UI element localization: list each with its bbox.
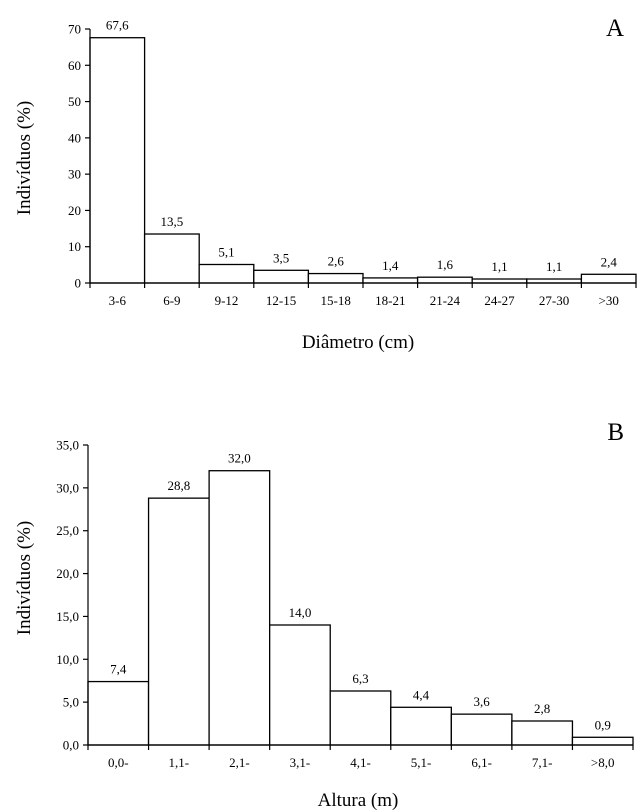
y-tick-label: 35,0 bbox=[56, 438, 79, 453]
data-label: 6,3 bbox=[352, 671, 368, 686]
data-label: 1,1 bbox=[491, 259, 507, 274]
x-tick-label: 18-21 bbox=[375, 293, 405, 308]
x-tick-label: 3,1- bbox=[290, 755, 311, 770]
data-label: 5,1 bbox=[218, 244, 234, 259]
data-label: 3,5 bbox=[273, 250, 289, 265]
bar bbox=[416, 276, 473, 284]
data-label: 1,6 bbox=[437, 257, 454, 272]
data-label: 2,8 bbox=[534, 701, 550, 716]
bar bbox=[253, 269, 310, 284]
y-tick-label: 30 bbox=[68, 167, 81, 182]
x-tick-label: >8,0 bbox=[591, 755, 615, 770]
x-tick-label: 27-30 bbox=[539, 293, 569, 308]
x-tick-label: 4,1- bbox=[350, 755, 371, 770]
y-tick-label: 30,0 bbox=[56, 480, 79, 495]
bar bbox=[571, 736, 634, 746]
y-tick-label: 20 bbox=[68, 203, 81, 218]
data-label: 2,4 bbox=[601, 254, 618, 269]
x-tick-label: 2,1- bbox=[229, 755, 250, 770]
data-label: 28,8 bbox=[167, 478, 190, 493]
bar bbox=[307, 272, 364, 284]
y-tick-label: 10,0 bbox=[56, 652, 79, 667]
y-tick-label: 60 bbox=[68, 58, 81, 73]
bar bbox=[208, 470, 271, 746]
bar bbox=[87, 680, 150, 746]
x-tick-label: 21-24 bbox=[430, 293, 461, 308]
bar bbox=[511, 720, 574, 746]
y-axis-title-a: Indivíduos (%) bbox=[14, 101, 35, 216]
x-tick-label: 15-18 bbox=[321, 293, 351, 308]
x-tick-label: 1,1- bbox=[169, 755, 190, 770]
x-tick-label: >30 bbox=[599, 293, 619, 308]
x-tick-label: 6-9 bbox=[163, 293, 180, 308]
chart-panel-a: A Indivíduos (%) Diâmetro (cm) 0 10 20 30 40… bbox=[14, 15, 637, 353]
data-label: 0,9 bbox=[595, 717, 611, 732]
data-label: 14,0 bbox=[289, 605, 312, 620]
x-tick-label: 5,1- bbox=[411, 755, 432, 770]
y-tick-label: 40 bbox=[68, 130, 81, 145]
panel-label-a: A bbox=[606, 15, 624, 42]
bar bbox=[580, 273, 637, 284]
x-tick-label: 6,1- bbox=[471, 755, 492, 770]
bar bbox=[269, 624, 331, 746]
x-tick-label: 24-27 bbox=[484, 293, 515, 308]
x-tick-label: 0,0- bbox=[108, 755, 129, 770]
y-tick-label: 20,0 bbox=[56, 566, 79, 581]
x-tick-label: 9-12 bbox=[215, 293, 239, 308]
x-tick-label: 7,1- bbox=[532, 755, 553, 770]
y-tick-label: 15,0 bbox=[56, 609, 79, 624]
data-label: 7,4 bbox=[110, 662, 127, 677]
y-tick-label: 0 bbox=[75, 276, 82, 291]
bar bbox=[329, 690, 392, 746]
bar bbox=[390, 706, 452, 746]
data-label: 4,4 bbox=[413, 687, 430, 702]
bar bbox=[89, 37, 146, 284]
y-tick-label: 50 bbox=[68, 94, 81, 109]
y-tick-label: 25,0 bbox=[56, 523, 79, 538]
y-tick-label: 10 bbox=[68, 239, 81, 254]
data-label: 2,6 bbox=[328, 254, 345, 269]
bar bbox=[143, 233, 200, 284]
y-axis-title-b: Indivíduos (%) bbox=[14, 521, 35, 636]
y-tick-label: 0,0 bbox=[63, 738, 79, 753]
y-tick-label: 70 bbox=[68, 22, 81, 37]
bar bbox=[147, 497, 210, 746]
x-tick-label: 12-15 bbox=[266, 293, 296, 308]
data-label: 13,5 bbox=[161, 214, 184, 229]
bar bbox=[362, 277, 419, 284]
data-label: 1,4 bbox=[382, 258, 399, 273]
x-tick-label: 3-6 bbox=[109, 293, 127, 308]
data-label: 67,6 bbox=[106, 18, 129, 33]
data-label: 3,6 bbox=[473, 694, 490, 709]
bar bbox=[450, 713, 513, 746]
panel-label-b: B bbox=[607, 419, 624, 446]
data-label: 32,0 bbox=[228, 451, 251, 466]
y-tick-label: 5,0 bbox=[63, 695, 79, 710]
x-axis-title-b: Altura (m) bbox=[318, 790, 399, 811]
x-axis-title-a: Diâmetro (cm) bbox=[302, 332, 414, 353]
chart-panel-b: B Indivíduos (%) Altura (m) 0,0 5,0 10,0 15… bbox=[14, 419, 634, 811]
data-label: 1,1 bbox=[546, 259, 562, 274]
bar bbox=[198, 263, 255, 284]
